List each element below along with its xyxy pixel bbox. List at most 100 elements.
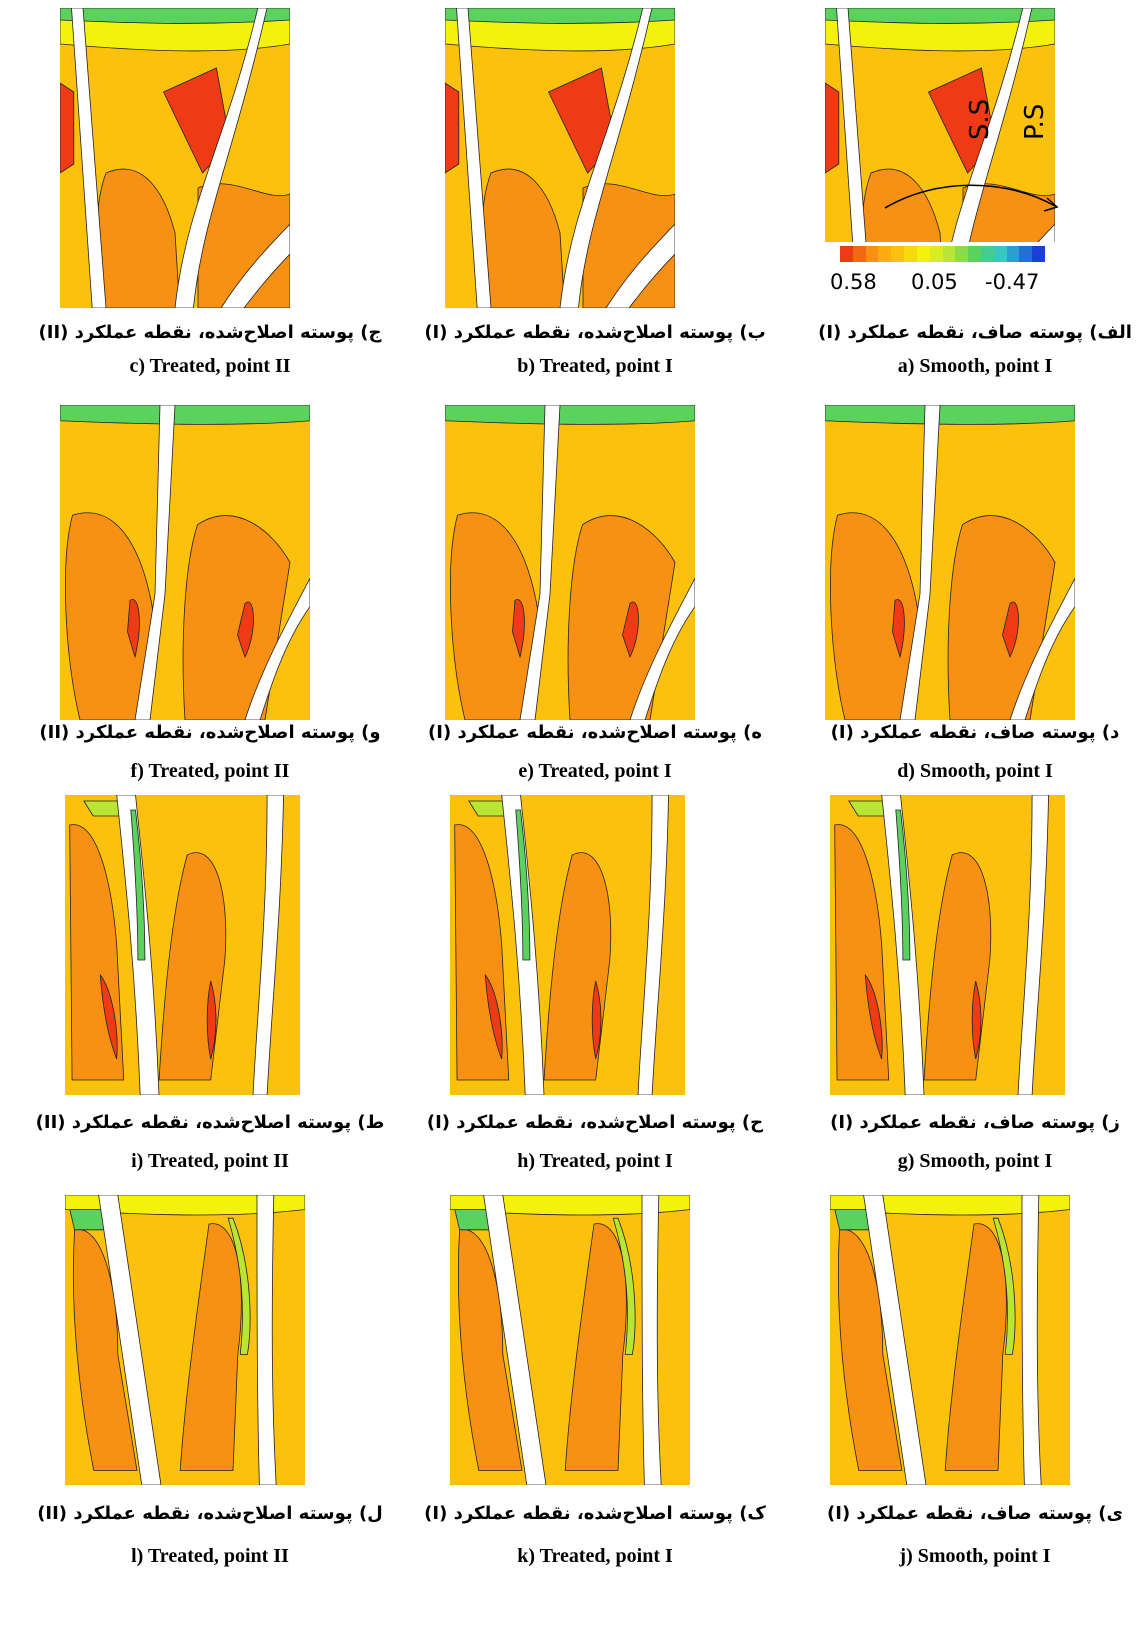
contour-plot xyxy=(445,405,695,720)
blade xyxy=(98,1195,162,1485)
shroud-edge-zone xyxy=(825,405,1075,425)
ps-green-band xyxy=(227,1217,251,1355)
legend-swatch xyxy=(865,246,879,262)
blade xyxy=(220,223,290,308)
persian-caption-text: ی) پوسته صاف، نقطه عملکرد xyxy=(856,1503,1123,1524)
operating-point: (II) xyxy=(39,722,70,743)
spot-high-zone xyxy=(591,980,602,1060)
shroud-edge-zone xyxy=(445,405,695,425)
blade xyxy=(483,1195,547,1485)
english-caption: l) Treated, point II xyxy=(131,1545,289,1567)
edge-high-zone xyxy=(60,82,75,174)
persian-caption-text: د) پوسته صاف، نقطه عملکرد xyxy=(860,722,1120,743)
contour-plot xyxy=(825,8,1059,308)
english-caption: c) Treated, point II xyxy=(129,355,291,377)
pressure-side-label: P.S xyxy=(1020,103,1050,140)
persian-caption-text: ب) پوسته اصلاح‌شده، نقطه عملکرد xyxy=(453,322,766,343)
blade xyxy=(939,8,1033,308)
contour-plot xyxy=(60,405,310,720)
legend-swatch xyxy=(891,246,905,262)
persian-caption: ز) پوسته صاف، نقطه عملکرد (I) xyxy=(785,1112,1142,1133)
persian-caption: ب) پوسته اصلاح‌شده، نقطه عملکرد (I) xyxy=(405,322,785,343)
spot-high-zone xyxy=(127,599,140,659)
persian-caption: ج) پوسته اصلاح‌شده، نقطه عملکرد (II) xyxy=(20,322,400,343)
blade xyxy=(836,8,872,308)
spot-high-zone xyxy=(99,973,118,1060)
blade xyxy=(244,578,310,720)
figure-panel: ز) پوسته صاف، نقطه عملکرد (I) g) Smooth, … xyxy=(785,795,1142,1180)
persian-caption: ح) پوسته اصلاح‌شده، نقطه عملکرد (I) xyxy=(405,1112,785,1133)
operating-point: (I) xyxy=(424,1503,448,1524)
figure-panel: ب) پوسته اصلاح‌شده، نقطه عملکرد (I) b) Tr… xyxy=(405,8,785,385)
contour-plot xyxy=(65,795,300,1095)
blade xyxy=(456,8,492,308)
operating-point: (I) xyxy=(424,322,448,343)
contour-plot xyxy=(60,8,290,308)
persian-caption-text: و) پوسته اصلاح‌شده، نقطه عملکرد xyxy=(75,722,381,743)
blade xyxy=(641,1195,662,1485)
legend-swatch xyxy=(942,246,956,262)
persian-caption-text: الف) پوسته صاف، نقطه عملکرد xyxy=(847,322,1132,343)
persian-caption-text: ط) پوسته اصلاح‌شده، نقطه عملکرد xyxy=(71,1112,385,1133)
blade xyxy=(629,578,695,720)
persian-caption-text: ح) پوسته اصلاح‌شده، نقطه عملکرد xyxy=(456,1112,764,1133)
ps-green-band xyxy=(130,809,146,961)
figure-panel: ل) پوسته اصلاح‌شده، نقطه عملکرد (II) l) T… xyxy=(20,1195,400,1575)
legend-swatch xyxy=(1019,246,1033,262)
english-caption: d) Smooth, point I xyxy=(897,760,1053,782)
english-caption: e) Treated, point I xyxy=(518,760,672,782)
shroud-edge-zone xyxy=(60,405,310,425)
english-caption: f) Treated, point II xyxy=(130,760,290,782)
rotation-arrow xyxy=(884,184,1056,209)
persian-caption: د) پوسته صاف، نقطه عملکرد (I) xyxy=(785,722,1142,743)
contour-plot xyxy=(450,1195,690,1485)
blade xyxy=(174,8,268,308)
legend-swatch xyxy=(878,246,892,262)
operating-point: (I) xyxy=(827,1503,851,1524)
legend-swatch xyxy=(993,246,1007,262)
spot-high-zone xyxy=(237,601,254,659)
figure-panel: ه) پوسته اصلاح‌شده، نقطه عملکرد (I) e) Tr… xyxy=(405,405,785,790)
contour-plot xyxy=(65,1195,305,1485)
persian-caption-text: ج) پوسته اصلاح‌شده، نقطه عملکرد xyxy=(74,322,382,343)
figure-panel: S.S P.S 0.58 0.05 -0.47 الف) پوسته صاف، نقطه … xyxy=(785,8,1142,385)
legend-swatch xyxy=(955,246,969,262)
operating-point: (II) xyxy=(38,322,69,343)
contour-plot xyxy=(830,795,1065,1095)
legend-swatch xyxy=(904,246,917,262)
color-legend xyxy=(840,246,1045,262)
english-caption: i) Treated, point II xyxy=(131,1150,289,1172)
left-orange-zone xyxy=(72,1229,138,1471)
operating-point: (II) xyxy=(37,1503,68,1524)
spot-high-zone xyxy=(206,980,217,1060)
blade xyxy=(863,1195,927,1485)
left-orange-zone xyxy=(450,512,541,720)
persian-caption: ی) پوسته صاف، نقطه عملکرد (I) xyxy=(785,1503,1142,1524)
blade xyxy=(71,8,107,308)
right-orange-zone xyxy=(947,515,1056,720)
blade xyxy=(1021,1195,1042,1485)
operating-point: (I) xyxy=(818,322,842,343)
spot-high-zone xyxy=(1002,601,1019,659)
operating-point: (I) xyxy=(426,1112,451,1133)
legend-swatch xyxy=(840,246,853,262)
english-caption: j) Smooth, point I xyxy=(899,1545,1051,1567)
ps-green-band xyxy=(515,809,531,961)
operating-point: (I) xyxy=(830,722,854,743)
spot-high-zone xyxy=(484,973,503,1060)
right-orange-zone xyxy=(179,1223,242,1471)
english-caption: k) Treated, point I xyxy=(517,1545,673,1567)
right-orange-zone xyxy=(944,1223,1007,1471)
blade xyxy=(899,405,941,720)
figure-panel: ی) پوسته صاف، نقطه عملکرد (I) j) Smooth, … xyxy=(785,1195,1142,1575)
persian-caption-text: ک) پوسته اصلاح‌شده، نقطه عملکرد xyxy=(453,1503,766,1524)
persian-caption-text: ل) پوسته اصلاح‌شده، نقطه عملکرد xyxy=(73,1503,383,1524)
persian-caption: ط) پوسته اصلاح‌شده، نقطه عملکرد (II) xyxy=(20,1112,400,1133)
english-caption: g) Smooth, point I xyxy=(897,1150,1053,1172)
contour-plot xyxy=(445,8,675,308)
blade xyxy=(1009,578,1075,720)
persian-caption-text: ه) پوسته اصلاح‌شده، نقطه عملکرد xyxy=(457,722,762,743)
figure-panel: ح) پوسته اصلاح‌شده، نقطه عملکرد (I) h) Tr… xyxy=(405,795,785,1180)
blade xyxy=(1017,795,1049,1095)
